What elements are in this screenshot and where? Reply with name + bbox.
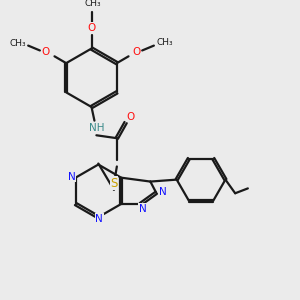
Text: CH₃: CH₃ <box>84 0 101 8</box>
Text: O: O <box>132 47 140 57</box>
Text: CH₃: CH₃ <box>156 38 173 47</box>
Text: N: N <box>95 214 103 224</box>
Text: O: O <box>126 112 135 122</box>
Text: O: O <box>42 47 50 57</box>
Text: NH: NH <box>88 123 104 134</box>
Text: S: S <box>110 176 118 190</box>
Text: CH₃: CH₃ <box>9 39 26 48</box>
Text: N: N <box>139 204 146 214</box>
Text: N: N <box>159 187 167 197</box>
Text: O: O <box>87 23 96 33</box>
Text: N: N <box>68 172 76 182</box>
